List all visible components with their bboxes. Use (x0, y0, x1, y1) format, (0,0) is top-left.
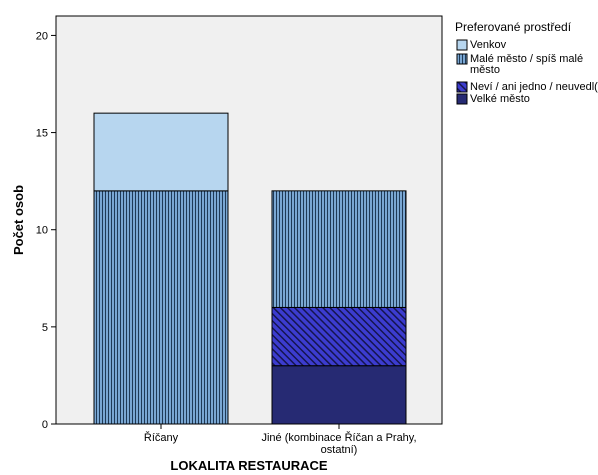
bar-segment (271, 190, 407, 308)
legend-swatch (456, 39, 468, 51)
legend-label: Neví / ani jedno / neuvedl(a) (470, 81, 598, 93)
bar-segment (271, 306, 407, 367)
y-tick-label: 15 (36, 128, 48, 140)
legend-title: Preferované prostředí (455, 20, 572, 34)
y-tick-label: 0 (42, 419, 48, 431)
legend-label: Malé město / spíš malé město (470, 53, 583, 76)
x-tick-label: Říčany (144, 431, 179, 444)
legend-swatch (456, 53, 468, 65)
y-tick-label: 20 (36, 30, 48, 42)
x-axis: Říčany Jiné (kombinace Říčan a Prahy, osta… (144, 424, 417, 456)
y-axis-title: Počet osob (11, 185, 26, 255)
bar-segment (93, 112, 229, 192)
y-tick-label: 5 (42, 322, 48, 334)
legend-label: Velké město (470, 93, 530, 105)
y-axis: 0 5 10 15 20 (36, 30, 56, 431)
bars (93, 112, 407, 425)
x-tick-label: Jiné (kombinace Říčan a Prahy, ostatní) (261, 431, 416, 456)
y-tick-label: 10 (36, 225, 48, 237)
bar-segment (271, 365, 407, 425)
legend: Preferované prostředí Venkov Malé město /… (455, 20, 598, 105)
x-axis-title: LOKALITA RESTAURACE (170, 458, 328, 473)
bar-segment (93, 190, 229, 425)
legend-swatch (456, 93, 468, 105)
legend-label: Venkov (470, 39, 507, 51)
legend-swatch (456, 81, 468, 93)
